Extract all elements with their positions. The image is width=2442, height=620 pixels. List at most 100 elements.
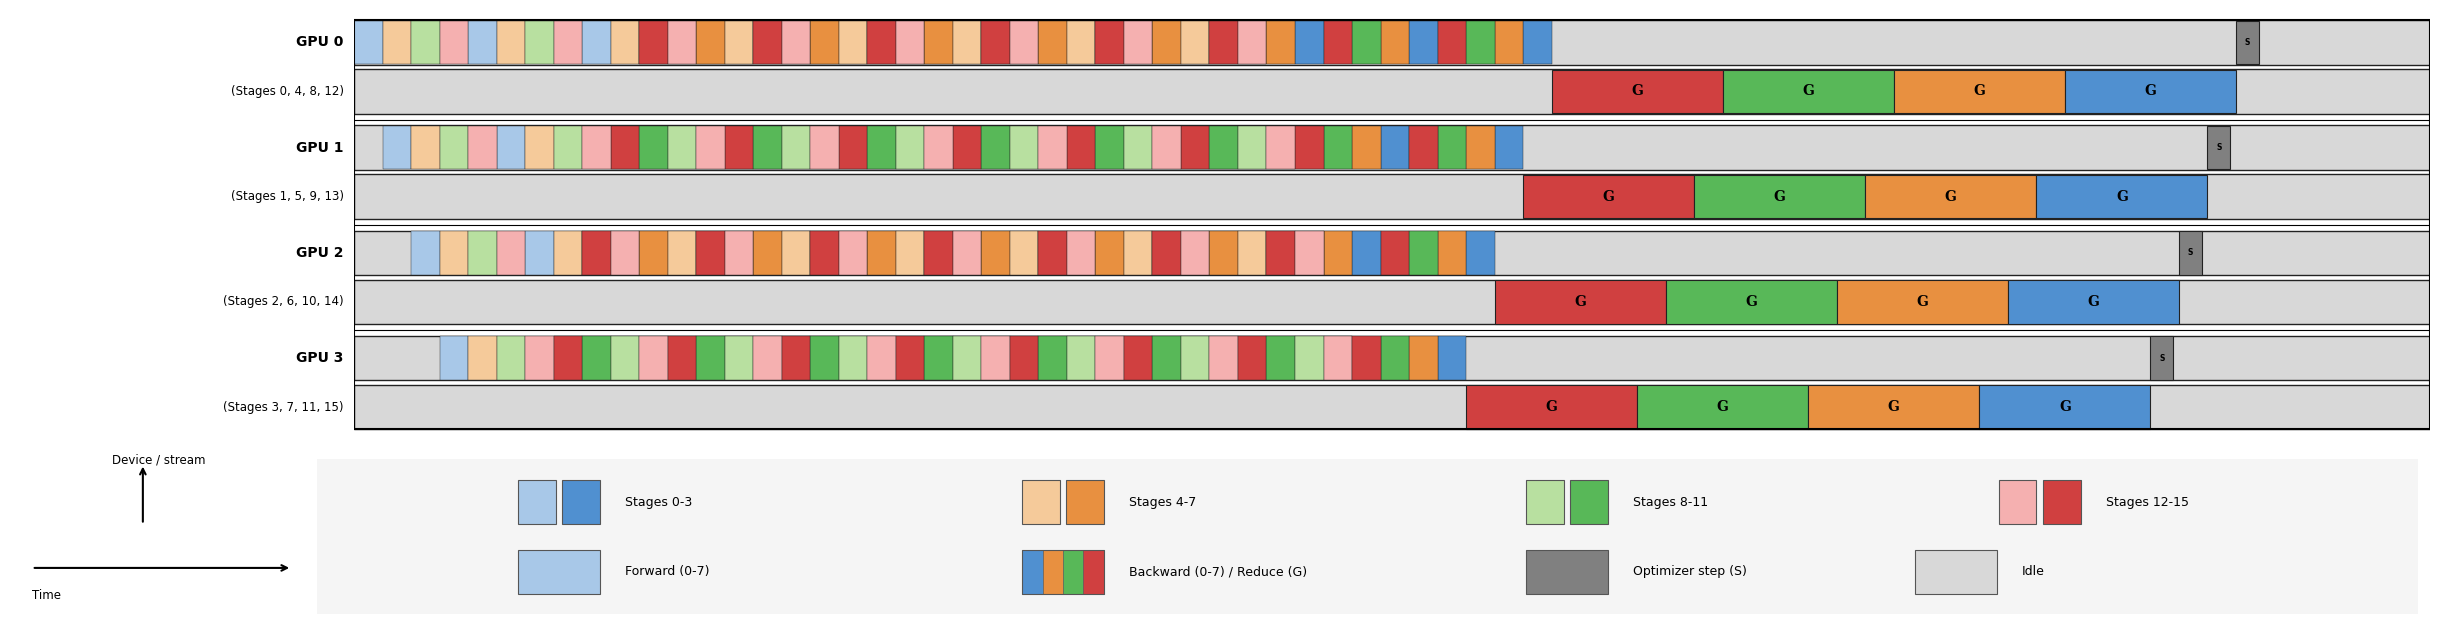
Bar — [982, 336, 1011, 380]
Bar — [1998, 480, 2037, 524]
Bar — [469, 336, 496, 380]
Text: G: G — [1631, 84, 1643, 99]
Bar — [581, 231, 610, 275]
Bar — [496, 231, 525, 275]
Text: Device / stream: Device / stream — [112, 453, 205, 466]
Bar — [1465, 231, 1495, 275]
Text: Idle: Idle — [2022, 565, 2044, 578]
Bar — [1011, 231, 1038, 275]
Bar — [1465, 126, 1495, 169]
Bar — [811, 231, 838, 275]
Bar — [1038, 20, 1067, 64]
Bar — [1722, 69, 1893, 113]
Bar — [1067, 336, 1096, 380]
Bar — [1096, 336, 1123, 380]
Bar — [896, 231, 926, 275]
Bar — [1267, 336, 1294, 380]
Bar — [1123, 231, 1153, 275]
Bar — [752, 336, 781, 380]
Bar — [1023, 551, 1043, 594]
Bar — [1011, 336, 1038, 380]
Bar — [640, 20, 667, 64]
Bar — [667, 20, 696, 64]
Text: Stages 0-3: Stages 0-3 — [625, 496, 694, 508]
Bar — [1267, 231, 1294, 275]
Bar — [926, 336, 952, 380]
Bar — [725, 231, 752, 275]
Bar — [1438, 336, 1465, 380]
Bar — [1209, 20, 1238, 64]
Text: Time: Time — [32, 589, 61, 602]
Bar — [752, 20, 781, 64]
Text: (Stages 0, 4, 8, 12): (Stages 0, 4, 8, 12) — [230, 85, 344, 98]
Bar — [554, 336, 581, 380]
Bar — [1438, 231, 1465, 275]
Bar — [1267, 20, 1294, 64]
Bar — [354, 231, 2430, 275]
Bar — [1123, 126, 1153, 169]
Bar — [354, 174, 2430, 219]
Bar — [1067, 231, 1096, 275]
Bar — [1153, 126, 1182, 169]
Bar — [752, 231, 781, 275]
Bar — [725, 336, 752, 380]
Bar — [1123, 20, 1153, 64]
Bar — [610, 20, 640, 64]
Bar — [896, 20, 926, 64]
Bar — [867, 126, 896, 169]
Bar — [2042, 480, 2081, 524]
Bar — [581, 20, 610, 64]
Bar — [1324, 231, 1353, 275]
Bar — [610, 336, 640, 380]
Bar — [1043, 551, 1062, 594]
Bar — [1011, 20, 1038, 64]
Bar — [640, 20, 667, 64]
Bar — [1038, 231, 1067, 275]
Bar — [1153, 20, 1182, 64]
Bar — [1038, 231, 1067, 275]
Bar — [354, 385, 2430, 429]
Text: GPU 2: GPU 2 — [295, 246, 344, 260]
Bar — [781, 336, 811, 380]
Bar — [1238, 20, 1267, 64]
Text: Backward (0-7) / Reduce (G): Backward (0-7) / Reduce (G) — [1128, 565, 1306, 578]
Bar — [1209, 336, 1238, 380]
Bar — [752, 126, 781, 169]
Bar — [982, 231, 1011, 275]
Bar — [1294, 336, 1324, 380]
Bar — [554, 126, 581, 169]
Bar — [1096, 126, 1123, 169]
Bar — [781, 20, 811, 64]
Bar — [1380, 20, 1409, 64]
Text: G: G — [1746, 295, 1758, 309]
Bar — [1067, 20, 1096, 64]
Bar — [926, 20, 952, 64]
Bar — [867, 126, 896, 169]
Bar — [1551, 69, 1722, 113]
Bar — [1238, 126, 1267, 169]
Bar — [610, 231, 640, 275]
Bar — [696, 336, 725, 380]
Bar — [1238, 336, 1267, 380]
Bar — [1380, 336, 1409, 380]
Bar — [1209, 20, 1238, 64]
Bar — [1096, 336, 1123, 380]
Bar — [1665, 280, 1836, 324]
Bar — [1294, 336, 1324, 380]
Bar — [469, 126, 496, 169]
Bar — [781, 20, 811, 64]
Bar — [781, 231, 811, 275]
Bar — [1084, 551, 1104, 594]
Bar — [1038, 336, 1067, 380]
Bar — [838, 20, 867, 64]
Text: G: G — [2059, 400, 2071, 414]
Bar — [752, 126, 781, 169]
Bar — [1267, 126, 1294, 169]
Bar — [667, 336, 696, 380]
Bar — [2066, 69, 2237, 113]
Text: S: S — [2188, 248, 2193, 257]
Bar — [410, 126, 440, 169]
Bar — [1209, 126, 1238, 169]
Bar — [496, 126, 525, 169]
Bar — [1807, 386, 1980, 429]
